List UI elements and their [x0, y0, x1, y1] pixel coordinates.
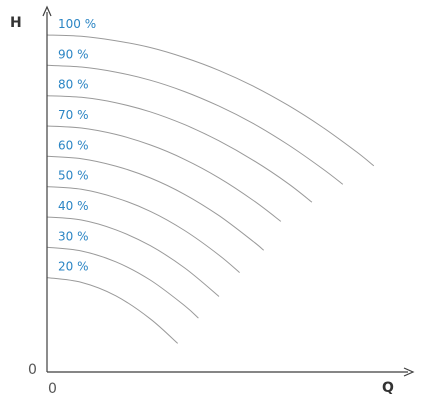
curve-line-8: [46, 277, 179, 344]
y-origin-label: 0: [28, 362, 37, 378]
curve-label-7: 30 %: [58, 229, 89, 243]
curve-line-0: [46, 34, 375, 167]
curve-line-5: [46, 186, 240, 273]
curve-line-7: [46, 246, 199, 319]
x-axis-title: Q: [382, 380, 394, 396]
curve-label-3: 70 %: [58, 108, 89, 122]
curve-line-4: [46, 155, 265, 251]
curve-line-6: [46, 216, 220, 297]
curve-label-0: 100 %: [58, 17, 96, 31]
x-origin-label: 0: [48, 381, 57, 397]
curve-label-4: 60 %: [58, 138, 89, 152]
curve-label-5: 50 %: [58, 169, 89, 183]
curve-line-1: [46, 64, 344, 185]
curve-label-2: 80 %: [58, 78, 89, 92]
curves-layer: [46, 34, 375, 344]
curve-labels-layer: 100 % 90 % 80 % 70 % 60 % 50 % 40 % 30 % 20 %: [58, 17, 96, 274]
y-axis-title: H: [10, 15, 22, 31]
curve-line-3: [46, 125, 282, 222]
x-axis-arrow-icon: [403, 367, 415, 377]
y-axis-arrow-icon: [42, 5, 52, 17]
curve-label-6: 40 %: [58, 199, 89, 213]
curve-label-1: 90 %: [58, 47, 89, 61]
curve-label-8: 20 %: [58, 260, 89, 274]
curve-line-2: [46, 95, 313, 203]
